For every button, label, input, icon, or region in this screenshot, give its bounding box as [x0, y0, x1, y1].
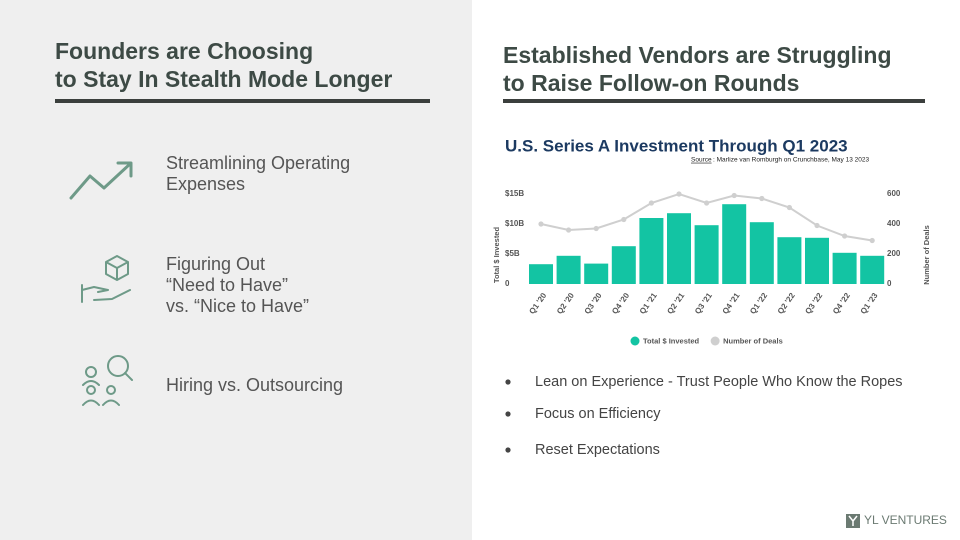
logo-text: YL VENTURES: [864, 513, 947, 527]
right-title: to Raise Follow-on Rounds: [503, 70, 799, 96]
y-tick-label: $15B: [505, 189, 524, 198]
left-title: to Stay In Stealth Mode Longer: [55, 66, 392, 92]
y2-tick-label: 200: [887, 249, 901, 258]
source-text: : Marlize van Romburgh on Crunchbase, Ma…: [713, 157, 869, 164]
bar: [556, 255, 581, 284]
right-underline: [503, 99, 925, 103]
bar: [860, 255, 885, 284]
line-point: [593, 225, 599, 232]
bar: [529, 264, 553, 284]
left-item: Hiring vs. Outsourcing: [166, 375, 343, 395]
bullet-dot: [505, 379, 511, 385]
left-item: vs. “Nice to Have”: [166, 296, 309, 316]
line-point: [842, 233, 848, 239]
bar: [722, 204, 747, 284]
line-point: [621, 216, 627, 223]
line-point: [648, 200, 655, 206]
logo-mark: [846, 514, 860, 528]
bar: [832, 252, 857, 284]
y2-axis-label: Number of Deals: [922, 225, 931, 285]
chart-title: U.S. Series A Investment Through Q1 2023: [505, 136, 848, 155]
icon-people-search: [82, 355, 133, 406]
left-panel: [0, 0, 472, 540]
bullet-text: Focus on Efficiency: [535, 406, 661, 422]
y-axis-label: Total $ Invested: [492, 227, 501, 284]
icon-trend: [69, 161, 133, 200]
legend-swatch: [630, 336, 640, 346]
bar: [584, 263, 609, 284]
line-point: [566, 227, 572, 233]
icon-hand-box: [81, 255, 131, 303]
right-title: Established Vendors are Struggling: [503, 42, 892, 68]
bar: [777, 237, 802, 284]
left-underline: [55, 99, 430, 103]
bullet-text: Reset Expectations: [535, 442, 660, 458]
y-tick-label: $5B: [505, 249, 520, 258]
left-item: Streamlining Operating: [166, 153, 350, 173]
y2-tick-label: 400: [887, 219, 901, 228]
y-tick-label: $10B: [505, 219, 524, 228]
line-point: [786, 204, 793, 211]
y-tick-label: 0: [505, 279, 510, 288]
bar: [749, 222, 774, 284]
bar: [639, 218, 664, 284]
bar: [805, 237, 829, 284]
source-label: Source: [691, 157, 712, 164]
line-point: [704, 200, 710, 206]
bullet-dot: [505, 411, 511, 417]
bullet-text: Lean on Experience - Trust People Who Kn…: [535, 374, 903, 390]
line-point: [759, 195, 765, 202]
line-point: [731, 192, 737, 199]
left-item: Figuring Out: [166, 254, 265, 274]
legend-label: Number of Deals: [723, 336, 783, 345]
left-item: “Need to Have”: [166, 275, 288, 295]
bullet-dot: [505, 447, 511, 453]
bar: [694, 225, 719, 284]
y2-tick-label: 600: [887, 189, 901, 198]
line-point: [676, 191, 682, 197]
line-point: [538, 221, 544, 227]
legend-swatch: [710, 336, 720, 346]
y2-tick-label: 0: [887, 279, 892, 288]
legend-label: Total $ Invested: [643, 336, 700, 345]
bar: [667, 213, 691, 284]
line-point: [869, 237, 875, 244]
left-item: Expenses: [166, 174, 245, 194]
line-point: [814, 222, 820, 229]
left-title: Founders are Choosing: [55, 38, 313, 64]
bar: [611, 246, 636, 284]
